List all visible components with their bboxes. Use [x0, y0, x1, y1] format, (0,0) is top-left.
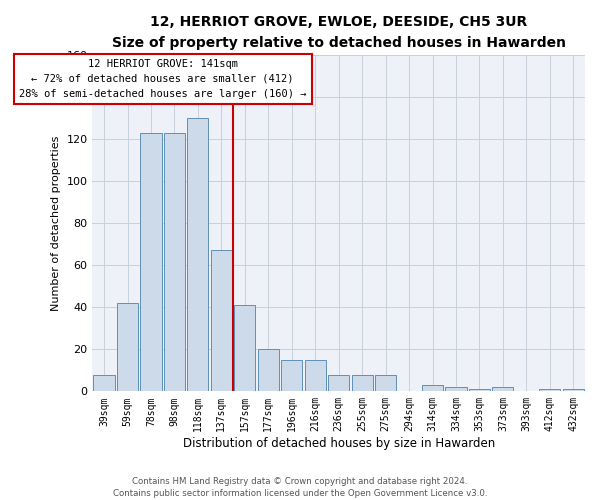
Bar	[164, 132, 185, 392]
Bar	[563, 389, 584, 392]
Y-axis label: Number of detached properties: Number of detached properties	[51, 136, 61, 311]
Bar	[140, 132, 161, 392]
Bar	[94, 374, 115, 392]
Text: 12 HERRIOT GROVE: 141sqm
← 72% of detached houses are smaller (412)
28% of semi-: 12 HERRIOT GROVE: 141sqm ← 72% of detach…	[19, 59, 307, 98]
Bar	[352, 374, 373, 392]
Bar	[469, 389, 490, 392]
Bar	[305, 360, 326, 392]
Bar	[258, 350, 279, 392]
Bar	[445, 387, 467, 392]
Bar	[328, 374, 349, 392]
Title: 12, HERRIOT GROVE, EWLOE, DEESIDE, CH5 3UR
Size of property relative to detached: 12, HERRIOT GROVE, EWLOE, DEESIDE, CH5 3…	[112, 15, 566, 50]
Bar	[187, 118, 208, 392]
Bar	[211, 250, 232, 392]
Text: Contains HM Land Registry data © Crown copyright and database right 2024.
Contai: Contains HM Land Registry data © Crown c…	[113, 476, 487, 498]
Bar	[493, 387, 514, 392]
Bar	[375, 374, 396, 392]
Bar	[539, 389, 560, 392]
X-axis label: Distribution of detached houses by size in Hawarden: Distribution of detached houses by size …	[182, 437, 495, 450]
Bar	[117, 303, 138, 392]
Bar	[281, 360, 302, 392]
Bar	[234, 305, 256, 392]
Bar	[422, 385, 443, 392]
